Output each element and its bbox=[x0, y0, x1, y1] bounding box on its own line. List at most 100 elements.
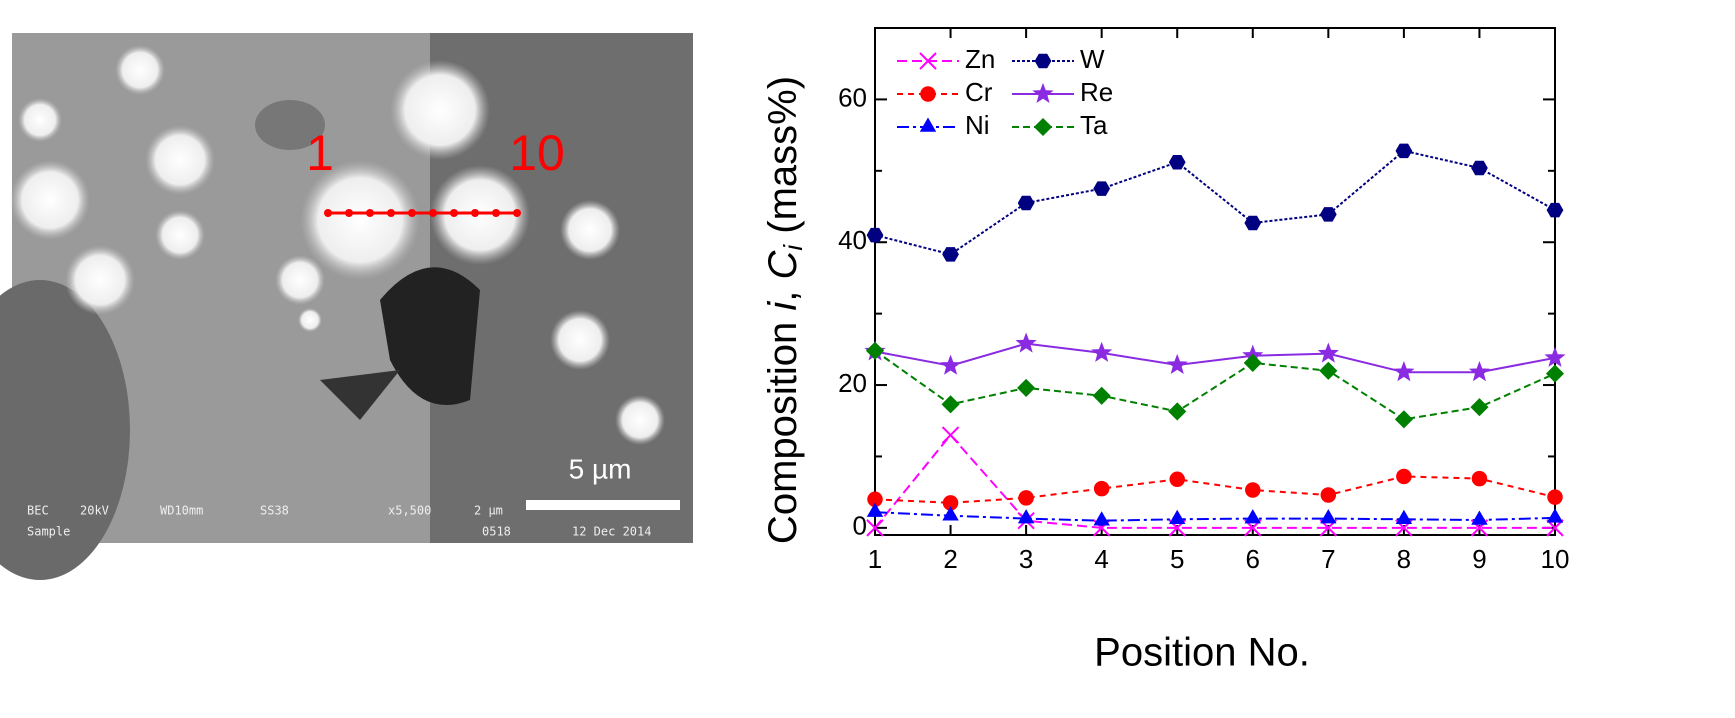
series-line bbox=[874, 511, 1556, 522]
end-label: 10 bbox=[509, 125, 565, 181]
x-tick-label: 4 bbox=[1094, 544, 1108, 574]
marker bbox=[1091, 341, 1113, 362]
marker bbox=[1244, 509, 1262, 524]
info-text: BEC bbox=[27, 504, 49, 518]
info-text: 12 Dec 2014 bbox=[572, 525, 651, 539]
x-tick-label: 5 bbox=[1170, 544, 1184, 574]
plot-frame bbox=[874, 27, 1556, 536]
marker bbox=[1092, 386, 1111, 405]
marker bbox=[1546, 202, 1564, 218]
y-tick-label: 20 bbox=[838, 368, 867, 398]
start-label: 1 bbox=[306, 125, 334, 181]
y-tick-label: 40 bbox=[838, 225, 867, 255]
series-line bbox=[874, 433, 1555, 529]
marker bbox=[1018, 490, 1034, 506]
legend-marker bbox=[920, 86, 936, 102]
marker bbox=[866, 502, 884, 517]
marker bbox=[1320, 487, 1337, 503]
marker bbox=[1320, 509, 1337, 524]
marker bbox=[1168, 402, 1187, 421]
marker bbox=[1169, 471, 1185, 488]
marker bbox=[1093, 480, 1110, 497]
info-text: WD10mm bbox=[160, 504, 203, 518]
marker bbox=[1317, 342, 1339, 363]
x-tick-label: 1 bbox=[868, 544, 882, 574]
line-dot bbox=[450, 209, 458, 217]
marker bbox=[1017, 378, 1036, 397]
marker bbox=[1395, 143, 1413, 159]
marker bbox=[866, 227, 884, 243]
marker bbox=[866, 519, 884, 537]
info-text: Sample bbox=[27, 525, 70, 539]
line-dot bbox=[345, 209, 353, 217]
marker bbox=[1168, 509, 1186, 525]
legend-label: Ta bbox=[1080, 110, 1108, 140]
y-axis-label: Composition i, Ci (mass%) bbox=[761, 76, 808, 544]
legend-marker bbox=[1034, 53, 1052, 69]
marker bbox=[1471, 510, 1488, 525]
marker bbox=[941, 395, 960, 414]
legend-label: Zn bbox=[965, 44, 995, 74]
x-axis-label: Position No. bbox=[1094, 631, 1310, 675]
marker bbox=[1093, 181, 1111, 196]
x-tick-label: 2 bbox=[943, 544, 957, 574]
line-dot bbox=[387, 209, 395, 217]
legend-label: W bbox=[1080, 44, 1105, 74]
sem-image: 1 10 5 µm BEC 20kV WD10mm SS38 x5,500 2 … bbox=[0, 33, 693, 580]
line-dot bbox=[324, 209, 332, 217]
marker bbox=[1319, 207, 1337, 222]
marker bbox=[1547, 489, 1563, 505]
marker bbox=[1394, 410, 1413, 429]
x-tick-label: 6 bbox=[1246, 544, 1260, 574]
info-text: x5,500 bbox=[388, 504, 431, 518]
marker bbox=[1244, 215, 1262, 231]
legend-label: Re bbox=[1080, 77, 1113, 107]
series-line bbox=[874, 342, 1556, 374]
series-line bbox=[874, 149, 1556, 256]
scale-bar-label: 5 µm bbox=[569, 453, 632, 484]
x-tick-label: 10 bbox=[1541, 544, 1570, 574]
marker bbox=[1017, 509, 1035, 524]
marker bbox=[1093, 511, 1110, 526]
series-line bbox=[874, 475, 1556, 504]
marker bbox=[939, 354, 962, 375]
marker bbox=[941, 426, 960, 444]
marker bbox=[1471, 160, 1488, 176]
marker bbox=[1395, 509, 1413, 525]
marker bbox=[1015, 332, 1037, 353]
line-dot bbox=[513, 209, 521, 217]
marker bbox=[1468, 361, 1491, 382]
marker bbox=[1017, 195, 1035, 211]
marker bbox=[1545, 364, 1565, 383]
marker bbox=[1544, 346, 1566, 367]
line-dot bbox=[408, 209, 416, 217]
legend-marker bbox=[1033, 117, 1053, 137]
marker bbox=[1471, 470, 1488, 487]
marker bbox=[1319, 361, 1338, 380]
info-text: 2 µm bbox=[474, 504, 503, 518]
marker bbox=[1166, 353, 1188, 375]
legend-label: Ni bbox=[965, 110, 990, 140]
marker bbox=[942, 247, 959, 262]
marker bbox=[865, 341, 885, 360]
legend-label: Cr bbox=[965, 77, 993, 107]
series-line bbox=[874, 349, 1556, 421]
marker bbox=[1168, 155, 1186, 170]
legend-marker bbox=[1032, 82, 1054, 104]
marker bbox=[1470, 398, 1489, 417]
marker bbox=[942, 506, 959, 521]
x-tick-label: 8 bbox=[1397, 544, 1411, 574]
line-dot bbox=[471, 209, 479, 217]
legend-marker bbox=[919, 117, 937, 132]
marker bbox=[1393, 361, 1415, 382]
legend-marker bbox=[919, 52, 937, 70]
x-tick-label: 3 bbox=[1019, 544, 1033, 574]
marker bbox=[1546, 508, 1564, 523]
info-text: SS38 bbox=[260, 504, 289, 518]
y-tick-label: 0 bbox=[853, 511, 867, 541]
marker bbox=[1396, 468, 1412, 485]
info-text: 20kV bbox=[80, 504, 109, 518]
line-dot bbox=[429, 209, 437, 217]
